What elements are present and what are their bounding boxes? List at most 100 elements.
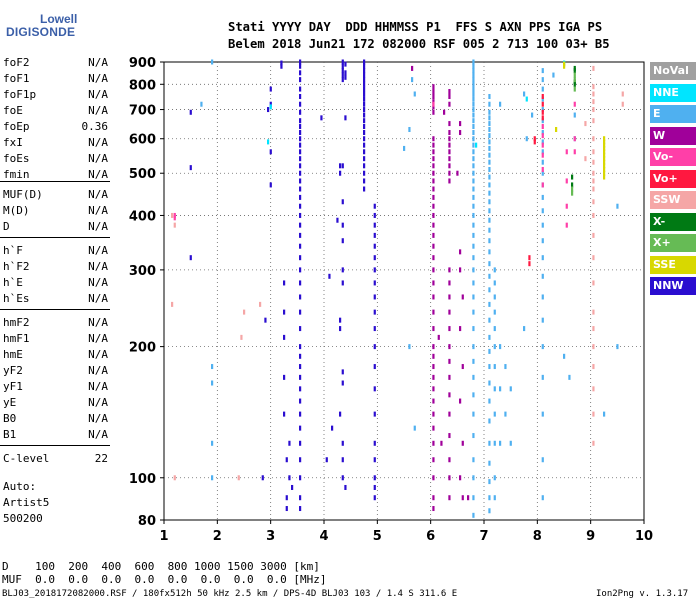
param-label: B0: [3, 412, 17, 425]
echo-point-e: [488, 440, 491, 446]
echo-point-nnw: [299, 344, 302, 350]
echo-point-ssw: [592, 440, 595, 446]
echo-point-e: [488, 227, 491, 233]
echo-point-e: [531, 112, 534, 118]
x-tick-label: 1: [159, 529, 168, 544]
echo-point-e: [488, 152, 491, 158]
echo-point-sse: [603, 159, 606, 165]
echo-point-nnw: [373, 326, 376, 332]
echo-point-sse: [555, 126, 558, 132]
echo-point-nnw: [341, 380, 344, 386]
echo-point-nnw: [363, 68, 366, 74]
echo-point-nnw: [341, 267, 344, 273]
echo-point-e: [488, 159, 491, 165]
echo-point-nnw: [299, 364, 302, 370]
auto-scaling-info: Auto:: [0, 480, 110, 496]
echo-point-w: [437, 334, 440, 340]
legend-item-w: W: [650, 126, 696, 145]
echo-point-nnw: [264, 317, 267, 323]
echo-point-e: [541, 130, 544, 136]
echo-point-vo-: [432, 101, 435, 107]
echo-point-vo-: [565, 178, 568, 184]
echo-point-w: [448, 163, 451, 169]
x-tick-label: 5: [373, 529, 382, 544]
echo-point-nnw: [283, 411, 286, 417]
echo-point-ssw: [592, 159, 595, 165]
param-label: yF2: [3, 364, 23, 377]
echo-point-nnw: [328, 273, 331, 279]
echo-point-vo-: [541, 152, 544, 158]
echo-point-ssw: [592, 118, 595, 124]
echo-point-nne: [267, 139, 270, 145]
echo-point-w: [432, 99, 435, 105]
echo-point-w: [448, 374, 451, 380]
echo-point-ssw: [592, 178, 595, 184]
echo-point-nnw: [339, 326, 342, 332]
echo-point-w: [461, 294, 464, 300]
param-label: h`E: [3, 276, 23, 289]
echo-point-vo-: [528, 255, 531, 261]
echo-point-nnw: [299, 212, 302, 218]
echo-point-x-: [571, 182, 574, 188]
echo-point-nnw: [341, 475, 344, 481]
echo-point-e: [472, 203, 475, 209]
echo-point-w: [448, 267, 451, 273]
param-label: yE: [3, 396, 17, 409]
param-row: M(D) N/A: [0, 204, 110, 220]
echo-point-nnw: [363, 170, 366, 176]
echo-point-w: [432, 344, 435, 350]
echo-point-e: [488, 145, 491, 151]
digisonde-logo: Lowell DIGISONDE: [4, 8, 86, 42]
plot-frame: [163, 61, 645, 521]
echo-point-nnw: [341, 163, 344, 169]
echo-point-e: [488, 190, 491, 196]
param-value: N/A: [88, 188, 108, 201]
param-value: N/A: [88, 292, 108, 305]
echo-point-ssw: [592, 186, 595, 192]
echo-point-nnw: [373, 457, 376, 463]
echo-point-nnw: [299, 77, 302, 83]
logo-line1: Lowell: [40, 12, 78, 26]
echo-point-w: [432, 309, 435, 315]
param-label: MUF(D): [3, 188, 43, 201]
echo-point-nnw: [341, 238, 344, 244]
echo-point-w: [448, 149, 451, 155]
echo-point-sse: [603, 149, 606, 155]
legend-item-nne: NNE: [650, 83, 696, 102]
echo-point-sse: [603, 170, 606, 176]
echo-point-ssw: [592, 255, 595, 261]
echo-point-e: [488, 287, 491, 293]
echo-point-nnw: [299, 142, 302, 148]
echo-point-nnw: [373, 344, 376, 350]
echo-point-ssw: [243, 309, 246, 315]
echo-point-ssw: [592, 99, 595, 105]
echo-point-ssw: [592, 65, 595, 71]
echo-point-e: [563, 353, 566, 359]
echo-point-nnw: [299, 94, 302, 100]
echo-point-nnw: [363, 178, 366, 184]
echo-point-w: [459, 267, 462, 273]
echo-point-nnw: [299, 109, 302, 115]
echo-point-nnw: [299, 457, 302, 463]
echo-point-e: [523, 91, 526, 97]
param-row: MUF(D) N/A: [0, 188, 110, 204]
echo-point-e: [504, 364, 507, 370]
echo-point-e: [525, 136, 528, 142]
echo-point-e: [488, 348, 491, 354]
echo-point-e: [541, 194, 544, 200]
echo-point-ssw: [240, 334, 243, 340]
echo-point-e: [541, 68, 544, 74]
echo-point-x-: [571, 174, 574, 180]
echo-point-w: [448, 433, 451, 439]
echo-point-nnw: [283, 309, 286, 315]
echo-point-nnw: [291, 484, 294, 490]
echo-point-e: [488, 334, 491, 340]
echo-point-e: [472, 59, 475, 65]
param-label: h`F: [3, 244, 23, 257]
echo-point-e: [541, 411, 544, 417]
y-tick-label: 80: [138, 514, 156, 529]
echo-point-w: [432, 457, 435, 463]
echo-point-e: [541, 238, 544, 244]
echo-point-nnw: [189, 109, 192, 115]
echo-point-sse: [603, 139, 606, 145]
